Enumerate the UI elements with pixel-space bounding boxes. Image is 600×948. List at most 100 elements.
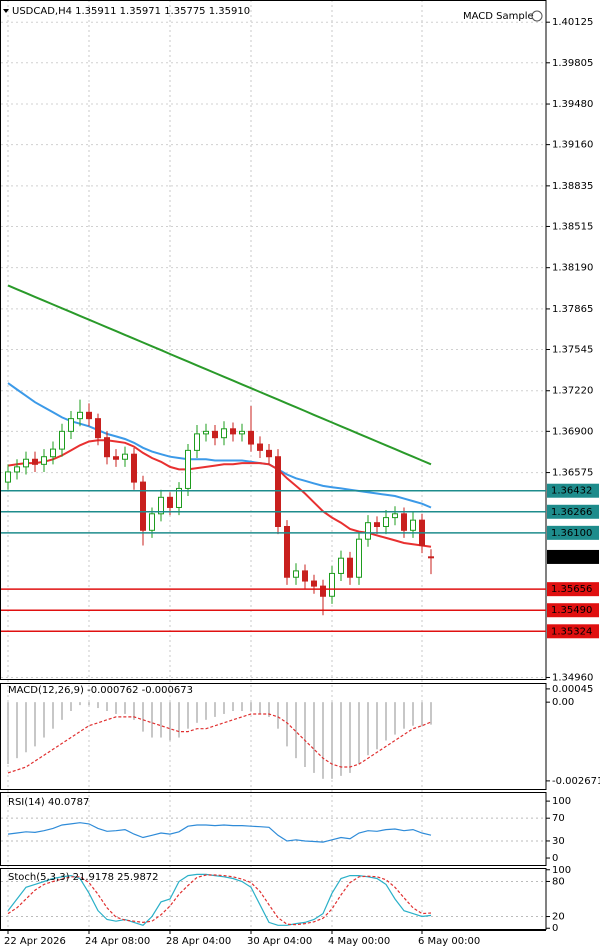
y-tick-label: 1.40125 [552, 17, 593, 28]
candle-body [365, 522, 371, 540]
y-tick-label: 20 [552, 912, 565, 923]
y-tick-label: 1.37220 [552, 386, 593, 397]
candle-body [59, 430, 65, 450]
candle-body [185, 449, 191, 489]
y-tick-label: 1.39160 [552, 140, 593, 151]
y-tick-label: 1.38835 [552, 181, 593, 192]
stoch-title: Stoch(5,3,3) 21.9178 25.9872 [8, 872, 159, 883]
x-tick-label: 22 Apr 2026 [4, 936, 66, 947]
candle-body [167, 496, 173, 508]
panel-frame [0, 792, 547, 866]
panel-frame [0, 0, 547, 680]
candle-body [68, 418, 74, 432]
y-tick-label: 100 [552, 796, 571, 807]
y-tick-label: 1.39480 [552, 99, 593, 110]
indicator-line [7, 873, 432, 926]
price-level-tag [547, 504, 599, 519]
candle-body [95, 418, 101, 439]
candle-body [302, 570, 308, 582]
x-tick-label: 30 Apr 04:00 [247, 936, 312, 947]
candle-body [158, 496, 164, 515]
panel-line [1, 873, 545, 926]
candle-body [401, 513, 407, 531]
y-tick-label: 0.00 [552, 697, 574, 708]
y-tick-label: 70 [552, 813, 565, 824]
candle-body [329, 572, 335, 597]
expert-name: MACD Sample [463, 11, 534, 22]
moving-average [7, 284, 432, 466]
last-price-tag [547, 549, 599, 564]
candle-body [221, 428, 227, 439]
price-level-label: 1.36432 [551, 486, 592, 497]
x-tick-label: 4 May 00:00 [328, 936, 390, 947]
y-tick-label: 80 [552, 876, 565, 887]
candle-body [338, 557, 344, 574]
moving-average [7, 439, 432, 548]
price-level-label: 1.36266 [551, 507, 592, 518]
y-tick-label: 0.00045 [552, 684, 593, 695]
price-level-tag [547, 582, 599, 597]
y-tick-label: 1.37545 [552, 345, 593, 356]
candle-body [86, 411, 92, 420]
y-tick-label: 1.36900 [552, 426, 593, 437]
y-tick-label: 1.36575 [552, 468, 593, 479]
rsi-title: RSI(14) 40.0787 [8, 797, 89, 808]
candle-body [428, 556, 434, 559]
signal-line [7, 713, 432, 774]
last-price-label: 1.35910 [551, 552, 592, 563]
candle-body [5, 471, 11, 483]
candle-body [140, 481, 146, 531]
x-tick-label: 6 May 00:00 [418, 936, 480, 947]
price-level-tag [547, 624, 599, 639]
candle-body [392, 513, 398, 519]
candle-body [374, 522, 380, 527]
y-tick-label: 100 [552, 865, 571, 876]
price-level-label: 1.35490 [551, 605, 592, 616]
price-level-tag [547, 483, 599, 498]
panel-frame [0, 683, 547, 790]
candle-body [266, 449, 272, 458]
candle-body [383, 517, 389, 527]
candle-body [50, 448, 56, 458]
price-level-label: 1.35324 [551, 626, 592, 637]
candle-body [122, 453, 128, 460]
candle-body [311, 580, 317, 587]
chart-title: USDCAD,H4 1.35911 1.35971 1.35775 1.3591… [12, 6, 250, 17]
y-tick-label: 1.38515 [552, 221, 593, 232]
y-tick-label: 1.38190 [552, 263, 593, 274]
y-tick-label: 1.37865 [552, 304, 593, 315]
candle-body [410, 519, 416, 531]
candle-body [356, 538, 362, 578]
expert-icon[interactable] [531, 10, 543, 22]
candle-body [284, 525, 290, 578]
y-tick-label: 30 [552, 836, 565, 847]
candle-body [194, 433, 200, 451]
candle-body [104, 437, 110, 458]
candle-body [248, 430, 254, 445]
candle-body [131, 453, 137, 483]
symbol-dropdown[interactable] [3, 9, 9, 13]
candle-body [257, 443, 263, 451]
y-tick-label: 0 [552, 923, 558, 934]
x-tick-label: 24 Apr 08:00 [85, 936, 150, 947]
candle-body [203, 430, 209, 435]
panel-line [1, 817, 545, 843]
price-level-label: 1.36100 [551, 528, 592, 539]
price-level-tag [547, 525, 599, 540]
indicator-line [7, 874, 432, 926]
candle-body [275, 456, 281, 527]
candle-body [41, 456, 47, 465]
panel-macd [7, 702, 432, 779]
price-level-tag [547, 603, 599, 618]
price-level-label: 1.35656 [551, 584, 592, 595]
candle-body [347, 557, 353, 578]
candle-body [239, 430, 245, 435]
candle-body [32, 458, 38, 465]
candle-body [113, 456, 119, 460]
candle-body [77, 411, 83, 420]
y-tick-label: -0.002671 [552, 776, 600, 787]
candle-body [230, 428, 236, 435]
